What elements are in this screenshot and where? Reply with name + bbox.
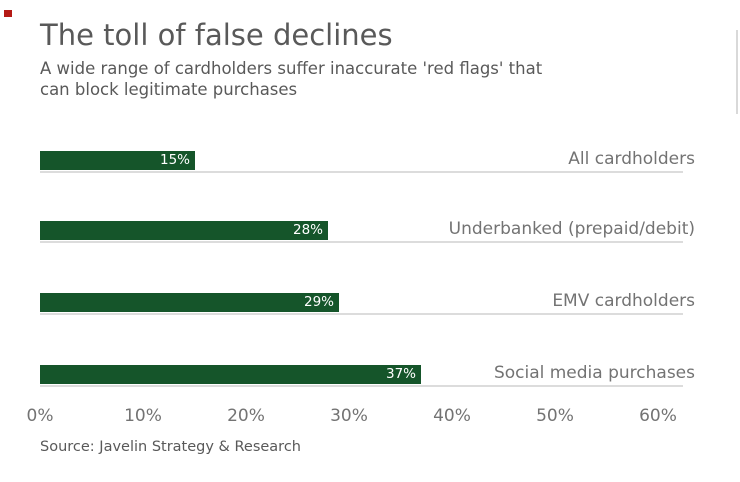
- chart-title: The toll of false declines: [40, 18, 393, 52]
- x-axis-tick-label: 20%: [227, 406, 265, 426]
- bar: 28%: [40, 221, 328, 240]
- bar-track: [40, 313, 683, 315]
- bar-row: 29% EMV cardholders: [0, 291, 740, 317]
- bar-value-label: 28%: [292, 222, 323, 238]
- chart-subtitle-line2: can block legitimate purchases: [40, 80, 298, 99]
- x-axis: 0% 10% 20% 30% 40% 50% 60%: [0, 406, 740, 426]
- bar-track: [40, 385, 683, 387]
- bar-track: [40, 241, 683, 243]
- brand-mark: [4, 10, 12, 17]
- bar-value-label: 37%: [385, 366, 416, 382]
- source-note: Source: Javelin Strategy & Research: [40, 439, 301, 455]
- x-axis-tick-label: 50%: [536, 406, 574, 426]
- bar-value-label: 29%: [303, 294, 334, 310]
- chart-subtitle-line1: A wide range of cardholders suffer inacc…: [40, 59, 543, 78]
- category-label: All cardholders: [568, 149, 695, 169]
- bar: 29%: [40, 293, 339, 312]
- bar-value-label: 15%: [159, 152, 190, 168]
- bar-row: 28% Underbanked (prepaid/debit): [0, 219, 740, 245]
- bar: 15%: [40, 151, 195, 170]
- right-edge-line: [736, 30, 738, 114]
- x-axis-tick-label: 0%: [26, 406, 54, 426]
- category-label: Underbanked (prepaid/debit): [448, 219, 695, 239]
- x-axis-tick-label: 40%: [433, 406, 471, 426]
- chart-subtitle: A wide range of cardholders suffer inacc…: [40, 58, 542, 100]
- x-axis-tick-label: 10%: [124, 406, 162, 426]
- bar-row: 37% Social media purchases: [0, 363, 740, 389]
- bar-track: [40, 171, 683, 173]
- category-label: EMV cardholders: [552, 291, 695, 311]
- category-label: Social media purchases: [493, 363, 695, 383]
- bar-row: 15% All cardholders: [0, 149, 740, 175]
- x-axis-tick-label: 30%: [330, 406, 368, 426]
- x-axis-tick-label: 60%: [639, 406, 677, 426]
- bar: 37%: [40, 365, 421, 384]
